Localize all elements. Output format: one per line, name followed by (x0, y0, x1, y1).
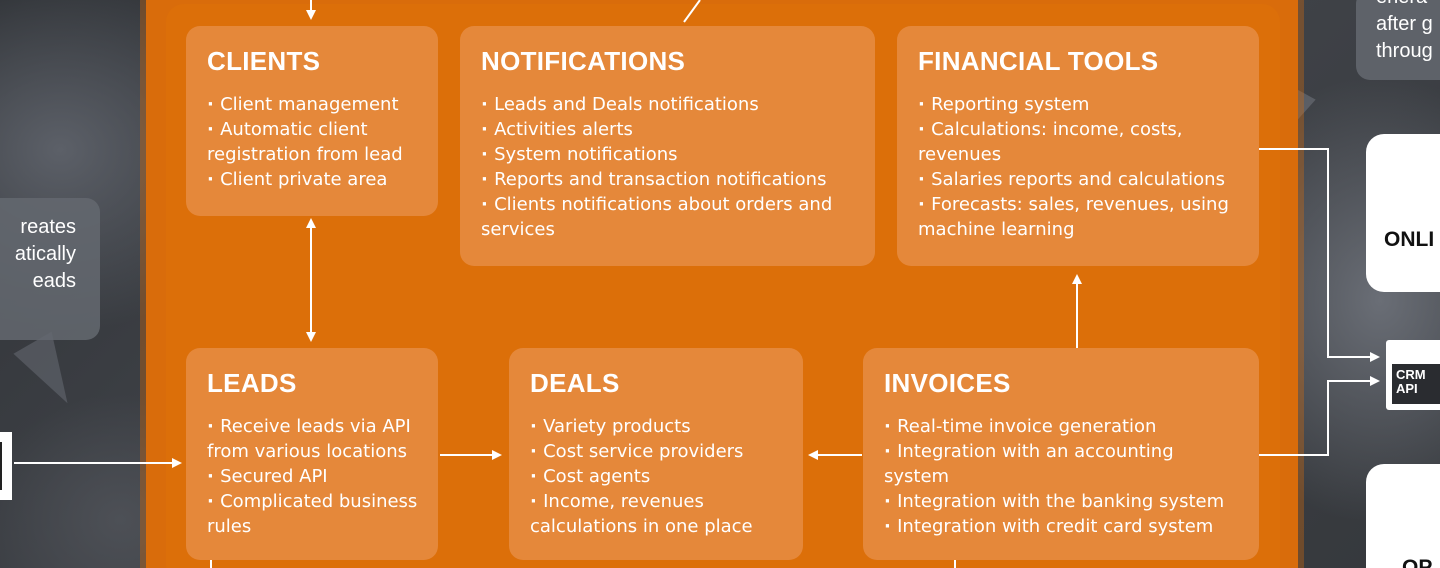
invoices-item: Integration with the banking system (884, 489, 1259, 514)
callout-right: enera after g throug (1356, 0, 1440, 80)
callout-right-line-1: enera (1376, 0, 1440, 11)
invoices-item: Integration with credit card system (884, 514, 1259, 539)
online-card: ONLI (1366, 134, 1440, 292)
notifications-item: Clients notifications about orders and s… (481, 192, 851, 242)
online-card-label: ONLI (1384, 228, 1435, 251)
deals-list: Variety products Cost service providers … (530, 414, 803, 539)
callout-right-line-2: after g (1376, 13, 1433, 35)
clients-title: CLIENTS (207, 46, 321, 76)
deals-item: Income, revenues calculations in one pla… (530, 489, 780, 539)
notifications-box: NOTIFICATIONS Leads and Deals notificati… (460, 26, 875, 266)
leads-item: Secured API (207, 464, 438, 489)
callout-left-line-3: eads (32, 270, 76, 292)
invoices-item: Real-time invoice generation (884, 414, 1259, 439)
deals-item: Variety products (530, 414, 803, 439)
notifications-item: Activities alerts (481, 117, 875, 142)
callout-right-line-3: throug (1376, 40, 1433, 62)
financial-tools-item: Salaries reports and calculations (918, 167, 1259, 192)
crm-api-line-2: API (1396, 381, 1418, 396)
callout-left: reates atically eads (0, 198, 100, 340)
financial-tools-item: Calculations: income, costs, revenues (918, 117, 1218, 167)
deals-item: Cost agents (530, 464, 803, 489)
leads-title: LEADS (207, 368, 297, 398)
crm-api-icon: CRM API (1386, 340, 1440, 410)
invoices-list: Real-time invoice generation Integration… (884, 414, 1259, 539)
crm-api-line-1: CRM (1396, 367, 1426, 382)
leads-list: Receive leads via API from various locat… (207, 414, 438, 539)
deals-box: DEALS Variety products Cost service prov… (509, 348, 803, 560)
financial-tools-item: Reporting system (918, 92, 1259, 117)
lead-source-icon (0, 432, 12, 500)
invoices-item: Integration with an accounting system (884, 439, 1214, 489)
clients-item: Automatic client registration from lead (207, 117, 438, 167)
clients-item: Client private area (207, 167, 438, 192)
offline-card-label: OP (1402, 556, 1433, 568)
invoices-box: INVOICES Real-time invoice generation In… (863, 348, 1259, 560)
financial-tools-title: FINANCIAL TOOLS (918, 46, 1159, 76)
financial-tools-item: Forecasts: sales, revenues, using machin… (918, 192, 1248, 242)
notifications-item: System notifications (481, 142, 875, 167)
callout-left-line-2: atically (14, 243, 76, 265)
offline-card: OP (1366, 464, 1440, 568)
notifications-item: Leads and Deals notifications (481, 92, 875, 117)
deals-title: DEALS (530, 368, 620, 398)
leads-item: Complicated business rules (207, 489, 437, 539)
invoices-title: INVOICES (884, 368, 1011, 398)
crm-api-label: CRM API (1392, 364, 1440, 404)
notifications-item: Reports and transaction notifications (481, 167, 875, 192)
financial-tools-box: FINANCIAL TOOLS Reporting system Calcula… (897, 26, 1259, 266)
clients-box: CLIENTS Client management Automatic clie… (186, 26, 438, 216)
notifications-title: NOTIFICATIONS (481, 46, 686, 76)
clients-item: Client management (207, 92, 438, 117)
notifications-list: Leads and Deals notifications Activities… (481, 92, 875, 242)
clients-list: Client management Automatic client regis… (207, 92, 438, 192)
leads-item: Receive leads via API from various locat… (207, 414, 437, 464)
financial-tools-list: Reporting system Calculations: income, c… (918, 92, 1259, 242)
deals-item: Cost service providers (530, 439, 803, 464)
callout-left-line-1: reates (20, 216, 76, 238)
leads-box: LEADS Receive leads via API from various… (186, 348, 438, 560)
